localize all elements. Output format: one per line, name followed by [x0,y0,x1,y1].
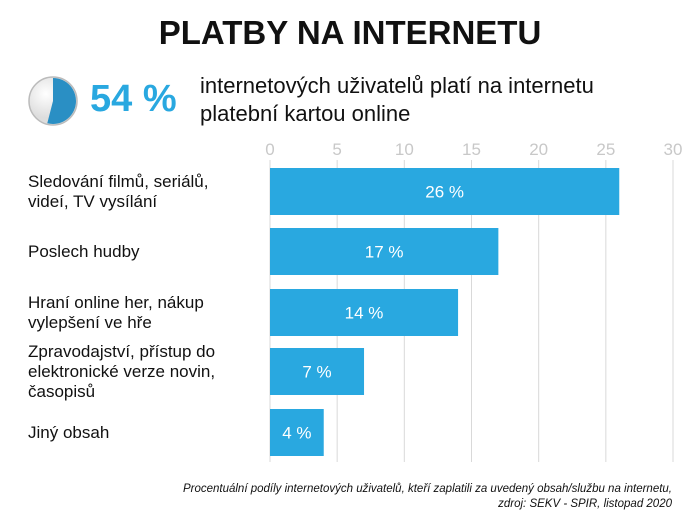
bar [270,228,499,275]
bar [270,409,324,456]
headline-line1: internetových uživatelů platí na interne… [200,73,594,98]
data-label: 17 % [365,243,404,262]
source-note: Procentuální podíly internetových uživat… [183,482,672,512]
category-label-line: vylepšení ve hře [28,312,152,332]
category-label: Jiný obsah [28,423,109,443]
category-label-line: elektronické verze novin, [28,361,216,381]
category-label-line: Poslech hudby [28,241,140,261]
note-line1: Procentuální podíly internetových uživat… [182,483,672,495]
data-label: 4 % [282,424,311,443]
category-label: Sledování filmů, seriálů, videí, TV vysíl… [28,172,208,212]
x-tick-label: 30 [664,140,683,159]
note-line2: zdroj: SEKV - SPIR, listopad 2020 [498,498,672,510]
bar [270,289,459,336]
x-tick-label: 25 [596,140,615,159]
page-title: PLATBY NA INTERNETU [158,14,542,51]
headline-text: internetových uživatelů platí na interne… [200,72,594,128]
category-label: Poslech hudby [28,242,140,262]
x-tick-label: 10 [395,140,414,159]
category-label-line: Zpravodajství, přístup do [28,341,216,361]
x-tick-label: 20 [529,140,548,159]
x-tick-label: 5 [332,140,341,159]
bar [270,348,365,395]
category-label-line: Jiný obsah [28,422,110,442]
data-label: 26 % [425,183,464,202]
category-label: Hraní online her, nákup vylepšení ve hře [28,293,204,333]
headline-value: 54 % [90,78,177,120]
x-tick-label: 15 [462,140,481,159]
headline-line2: platební kartou online [200,101,411,126]
data-label: 7 % [302,363,331,382]
x-tick-label: 0 [265,140,274,159]
category-label-line: Hraní online her, nákup [28,292,204,312]
category-label-line: časopisů [28,381,96,401]
bar [270,168,620,215]
data-label: 14 % [345,304,384,323]
pie-icon [28,76,78,126]
category-label: Zpravodajství, přístup do elektronické ve… [28,342,215,402]
category-label-line: Sledování filmů, seriálů, [28,171,209,191]
category-label-line: videí, TV vysílání [28,191,158,211]
bar-chart: 0 5 10 15 20 25 30 26 % 17 % 14 % 7 % 4 % [265,140,683,462]
